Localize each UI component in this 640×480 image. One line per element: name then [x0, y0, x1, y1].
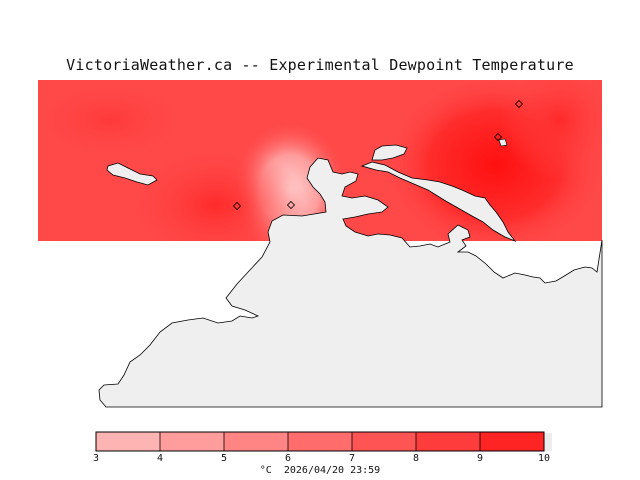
colorbar-segment [160, 432, 225, 451]
station-marker-icon [493, 132, 503, 142]
landmass [98, 138, 603, 408]
station-marker-icon [286, 200, 296, 210]
colorbar-segment [224, 432, 289, 451]
colorbar-segment [416, 432, 481, 451]
colorbar-tick-label: 10 [537, 453, 551, 464]
colorbar-tick-label: 7 [348, 453, 356, 464]
colorbar-tick-label: 4 [156, 453, 164, 464]
colorbar-tick-label: 8 [412, 453, 420, 464]
unit-label: °C [259, 465, 272, 476]
map-title: VictoriaWeather.ca -- Experimental Dewpo… [66, 56, 574, 74]
station-markers [232, 99, 524, 211]
colorbar-segment [96, 432, 161, 451]
colorbar [95, 431, 552, 452]
colorbar-segment [288, 432, 353, 451]
colorbar-segment [352, 432, 417, 451]
timestamp: 2026/04/20 23:59 [283, 465, 381, 476]
colorbar-tick-label: 9 [476, 453, 484, 464]
small-islet [498, 138, 508, 147]
colorbar-tick-label: 5 [220, 453, 228, 464]
station-marker-icon [514, 99, 524, 109]
colorbar-tick-label: 6 [284, 453, 292, 464]
station-marker-icon [232, 201, 242, 211]
map-footer: °C 2026/04/20 23:59 [0, 465, 640, 476]
colorbar-tick-label: 3 [92, 453, 100, 464]
colorbar-segment [480, 432, 545, 451]
